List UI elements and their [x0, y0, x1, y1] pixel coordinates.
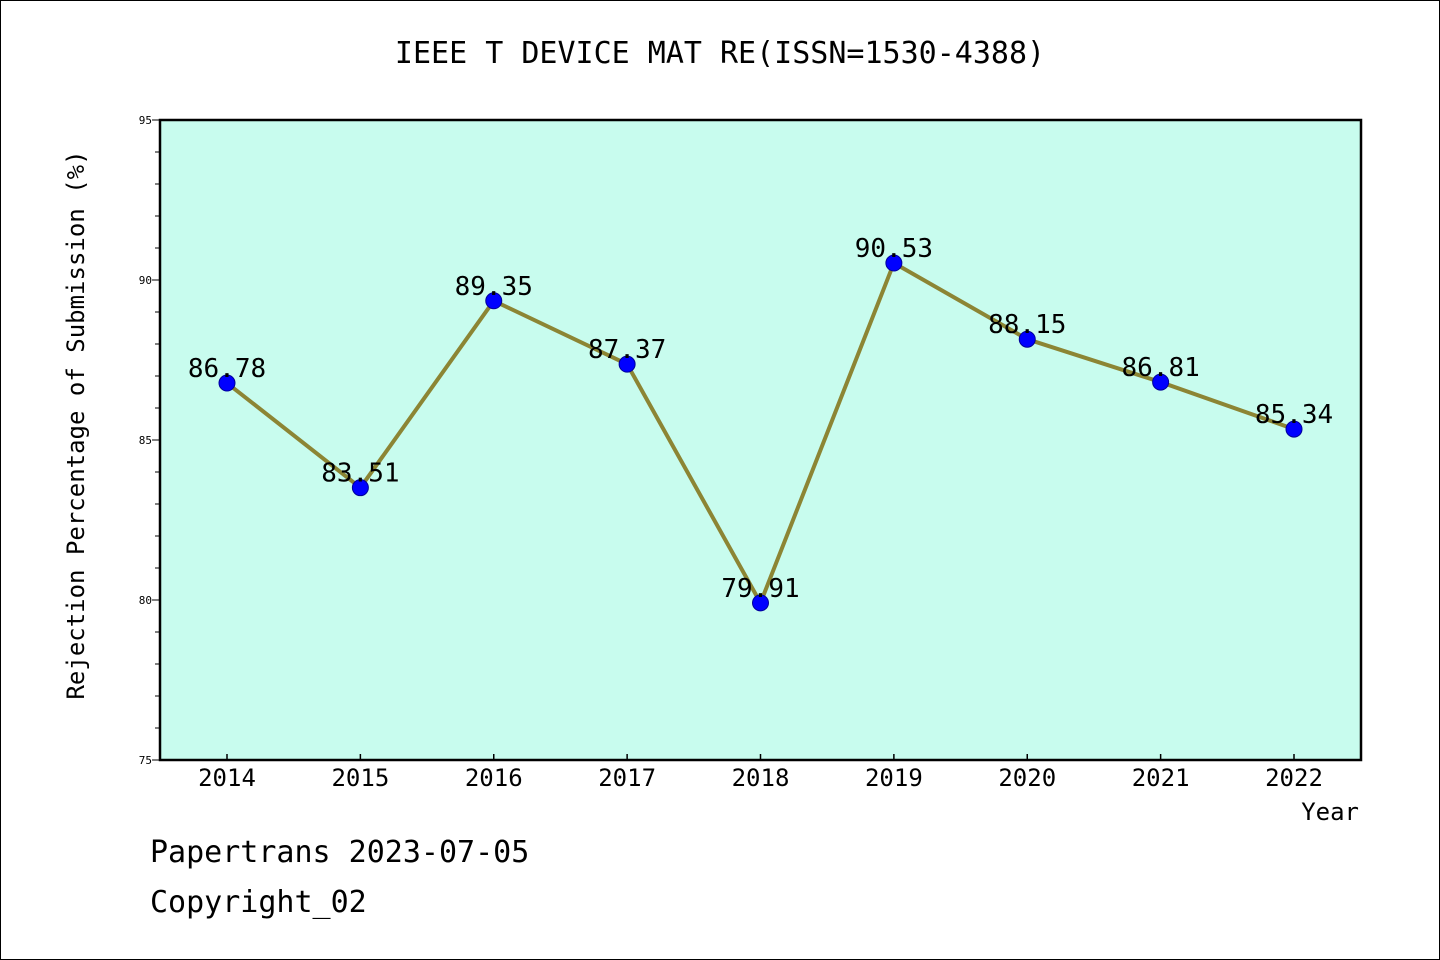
y-axis-label: Rejection Percentage of Submission (%): [62, 150, 90, 699]
x-tick-label: 2015: [331, 764, 389, 792]
data-point: [885, 254, 903, 272]
data-label: 89.35: [455, 272, 533, 302]
data-point: [1285, 420, 1303, 438]
footer-date: Papertrans 2023-07-05: [150, 835, 530, 870]
footer-copyright: Copyright_02: [150, 885, 367, 920]
data-label: 86.81: [1121, 353, 1199, 383]
x-tick-label: 2016: [465, 764, 523, 792]
data-label: 83.51: [321, 459, 399, 489]
data-label: 90.53: [855, 234, 933, 264]
data-label: 87.37: [588, 335, 666, 365]
x-tick-label: 2017: [598, 764, 656, 792]
x-tick-label: 2014: [198, 764, 256, 792]
plot-area: [158, 118, 1363, 762]
data-labels: 86.78 83.51 89.35 87.37 79.91 90.53 88.15 86.81…: [188, 234, 1333, 604]
y-tick-label: 95: [139, 114, 152, 127]
y-tick-label: 85: [139, 434, 152, 447]
data-label: 86.78: [188, 354, 266, 384]
data-point: [485, 292, 503, 310]
y-tick-label: 80: [139, 594, 152, 607]
data-label: 79.91: [721, 574, 799, 604]
data-point: [218, 374, 236, 392]
y-tick-label: 75: [139, 754, 152, 767]
data-point: [1018, 330, 1036, 348]
data-point: [351, 479, 369, 497]
x-tick-label: 2020: [998, 764, 1056, 792]
x-axis: 2014 2015 2016 2017 2018 2019 2020 2021 2022: [198, 754, 1323, 792]
x-tick-label: 2022: [1265, 764, 1323, 792]
x-axis-label: Year: [1301, 798, 1359, 826]
data-point: [1152, 373, 1170, 391]
data-point: [752, 594, 769, 612]
y-axis: 75 80 85 90 95: [139, 114, 160, 767]
series-markers: [218, 254, 1303, 612]
x-tick-label: 2021: [1132, 764, 1190, 792]
data-label: 88.15: [988, 310, 1066, 340]
x-tick-label: 2018: [732, 764, 790, 792]
chart-title: IEEE T DEVICE MAT RE(ISSN=1530-4388): [394, 36, 1046, 71]
y-tick-label: 90: [139, 274, 152, 287]
data-label: 85.34: [1255, 400, 1333, 430]
data-point: [618, 355, 636, 373]
x-tick-label: 2019: [865, 764, 923, 792]
